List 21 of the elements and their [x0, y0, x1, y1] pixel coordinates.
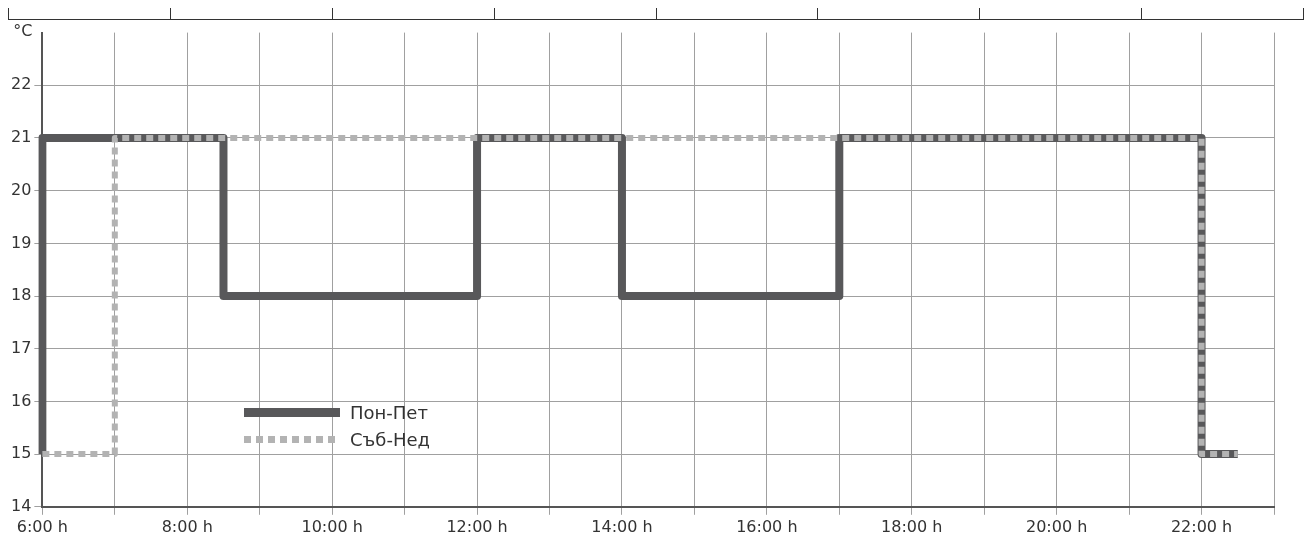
y-tick-label: 20 — [11, 179, 32, 199]
x-tick-label: 6:00 h — [16, 516, 68, 536]
legend-label: Съб-Нед — [350, 429, 430, 450]
x-tick-label: 14:00 h — [591, 516, 653, 536]
x-tick-label: 22:00 h — [1170, 516, 1233, 536]
x-tick-label: 16:00 h — [736, 516, 798, 536]
y-tick-label: 16 — [11, 390, 32, 410]
y-tick-label: 18 — [11, 285, 32, 305]
legend-label: Пон-Пет — [350, 402, 428, 423]
x-tick-label: 20:00 h — [1025, 516, 1088, 536]
y-tick-label: 15 — [11, 443, 32, 463]
x-tick-label: 10:00 h — [301, 516, 363, 536]
y-axis-title: °C — [13, 21, 33, 41]
y-tick-label: 14 — [11, 495, 32, 515]
x-tick-label: 12:00 h — [446, 516, 508, 536]
y-tick-label: 22 — [11, 74, 32, 94]
y-tick-label: 17 — [11, 337, 32, 357]
x-tick-label: 8:00 h — [161, 516, 213, 536]
y-tick-label: 21 — [11, 127, 32, 147]
x-tick-label: 18:00 h — [881, 516, 943, 536]
y-tick-label: 19 — [11, 232, 32, 252]
